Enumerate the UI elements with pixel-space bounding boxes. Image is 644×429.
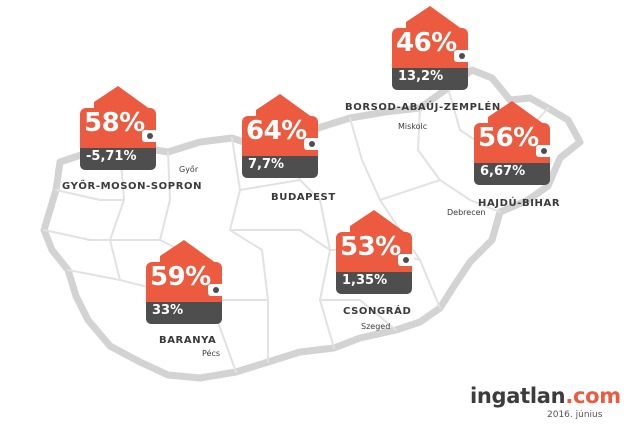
- region-label: HAJDÚ-BIHAR: [478, 198, 561, 209]
- region-label: BARANYA: [159, 335, 217, 346]
- badge-change: 7,7%: [248, 157, 285, 172]
- brand-tld: .com: [565, 384, 621, 408]
- badge-percent: 59%: [150, 262, 211, 292]
- region-label: BORSOD-ABAÚJ-ZEMPLÉN: [345, 102, 501, 113]
- region-label: BUDAPEST: [271, 192, 336, 203]
- badge-percent: 46%: [396, 28, 457, 58]
- city-label: Szeged: [361, 322, 391, 331]
- city-label: Győr: [179, 165, 199, 174]
- wallet-house-icon: [474, 101, 552, 185]
- badge-hajdu: 56% 6,67%: [474, 101, 554, 189]
- wallet-house-icon: [146, 240, 224, 324]
- badge-change: 13,2%: [398, 69, 444, 84]
- region-label: CSONGRÁD: [343, 306, 412, 317]
- badge-change: 33%: [152, 303, 184, 318]
- city-label: Miskolc: [398, 122, 428, 131]
- badge-budapest: 64% 7,7%: [242, 94, 322, 182]
- badge-percent: 64%: [246, 116, 307, 146]
- badge-gyor: 58% -5,71%: [80, 86, 160, 174]
- brand-logo: ingatlan.com: [470, 384, 621, 408]
- city-label: Debrecen: [447, 208, 486, 217]
- wallet-house-icon: [80, 86, 158, 170]
- badge-percent: 56%: [478, 123, 539, 153]
- report-date: 2016. június: [547, 410, 603, 420]
- city-label: Pécs: [202, 349, 221, 358]
- badge-borsod: 46% 13,2%: [392, 6, 472, 94]
- badge-change: 6,67%: [480, 164, 526, 179]
- badge-baranya: 59% 33%: [146, 240, 226, 328]
- wallet-house-icon: [336, 210, 414, 294]
- badge-percent: 53%: [340, 232, 401, 262]
- wallet-house-icon: [392, 6, 470, 90]
- badge-percent: 58%: [84, 108, 145, 138]
- badge-change: -5,71%: [86, 149, 137, 164]
- badge-csongrad: 53% 1,35%: [336, 210, 416, 298]
- wallet-house-icon: [242, 94, 320, 178]
- brand-name: ingatlan: [470, 384, 566, 408]
- badge-change: 1,35%: [342, 273, 388, 288]
- region-label: GYŐR-MOSON-SOPRON: [62, 181, 203, 192]
